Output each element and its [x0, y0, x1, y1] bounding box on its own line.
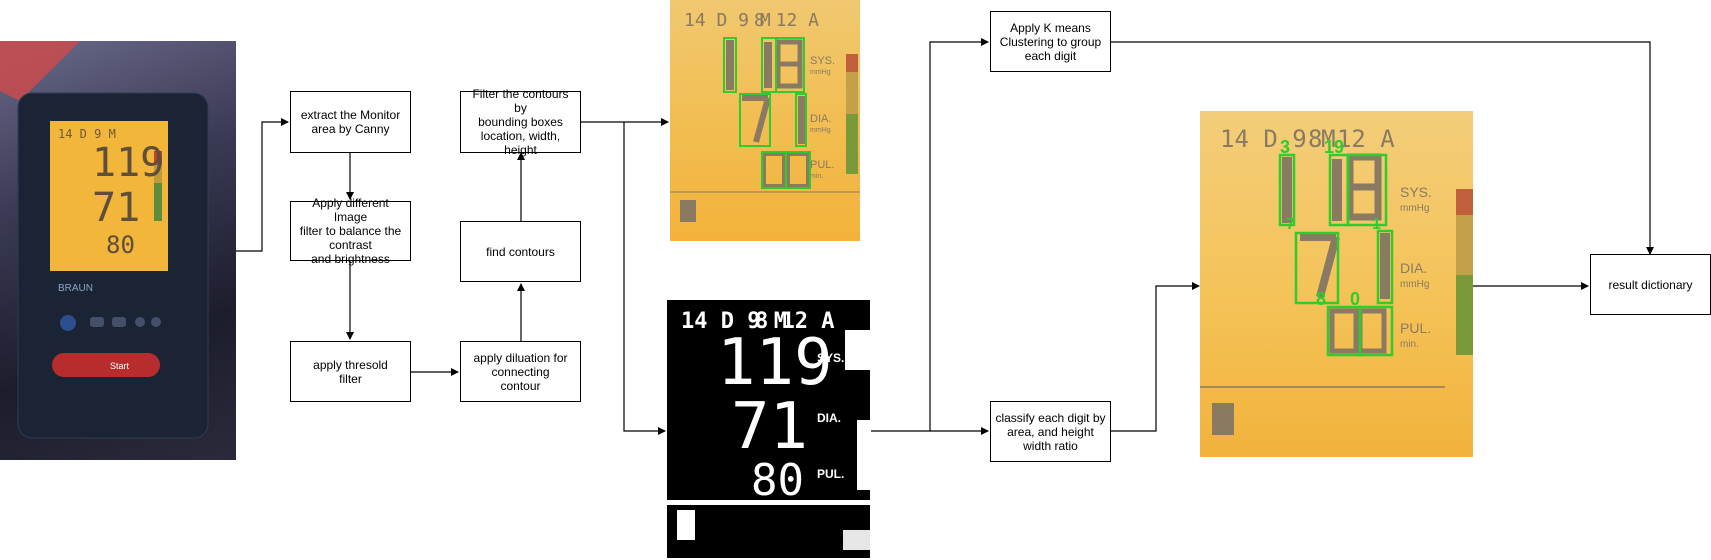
label-8: 8 [1316, 289, 1326, 309]
svg-text:14 D 9 M: 14 D 9 M [684, 10, 771, 31]
step-result-dictionary: result dictionary [1590, 254, 1711, 315]
photo-date: 14 D 9 M [58, 127, 116, 141]
arrow-kmeans-to-result [1111, 41, 1654, 255]
step-filter-contours: Filter the contours by bounding boxes lo… [460, 87, 581, 157]
svg-text:PUL.: PUL. [1400, 320, 1431, 336]
crop-display-with-boxes: 14 D 9 M 8 12 A SYS. mmHg DIA. mmHg PUL.… [670, 0, 860, 241]
step-dilation: apply diluation for connecting contour [460, 341, 581, 402]
photo-pul: 80 [106, 231, 135, 259]
binary-threshold-image: 14 D 9 M 8 12 A 119 71 80 SYS. DIA. PUL. [667, 300, 870, 558]
svg-text:SYS.: SYS. [1400, 184, 1432, 200]
arrow-classify-to-overlay [1111, 282, 1200, 432]
svg-text:PUL.: PUL. [810, 159, 834, 171]
svg-text:8 12 A: 8 12 A [1308, 125, 1395, 153]
label-19: 19 [1324, 137, 1344, 157]
svg-text:119: 119 [717, 326, 833, 400]
svg-text:mmHg: mmHg [1400, 203, 1429, 214]
step-image-filter: Apply different Image filter to balance … [290, 196, 411, 266]
svg-text:mmHg: mmHg [810, 69, 831, 76]
arrow-photo-to-extract [236, 118, 289, 252]
annotated-result-display: 14 D 9 M 8 12 A SYS. mmHg DIA. mmHg PUL.… [1200, 111, 1473, 457]
arrow-binary-to-kmeans [871, 38, 989, 432]
svg-text:mmHg: mmHg [810, 127, 831, 134]
svg-text:14 D 9 M: 14 D 9 M [681, 309, 787, 334]
photo-start: Start [110, 361, 130, 371]
svg-text:PUL.: PUL. [817, 467, 844, 481]
label-1: 1 [1372, 216, 1381, 233]
svg-text:8 12 A: 8 12 A [754, 10, 819, 31]
svg-text:DIA.: DIA. [1400, 260, 1427, 276]
svg-text:SYS.: SYS. [810, 55, 835, 67]
step-find-contours: find contours [460, 221, 581, 282]
svg-text:8 12 A: 8 12 A [755, 309, 834, 334]
step-threshold-filter: apply thresold filter [290, 341, 411, 402]
svg-text:71: 71 [731, 390, 808, 464]
svg-text:DIA.: DIA. [817, 411, 841, 425]
photo-blood-pressure-monitor: 14 D 9 M 119 71 80 BRAUN Start [0, 41, 236, 460]
svg-text:mmHg: mmHg [1400, 279, 1429, 290]
photo-brand: BRAUN [58, 283, 93, 294]
svg-text:14 D 9 M: 14 D 9 M [1220, 125, 1336, 153]
step-extract-monitor: extract the Monitor area by Canny [290, 91, 411, 153]
photo-dia: 71 [92, 185, 140, 231]
svg-text:min.: min. [810, 173, 823, 180]
arrow-to-binary-crop [623, 122, 666, 435]
svg-text:80: 80 [751, 455, 804, 506]
step-kmeans: Apply K means Clustering to group each d… [990, 11, 1111, 72]
label-3: 3 [1280, 137, 1290, 157]
label-7: 7 [1286, 216, 1295, 233]
svg-text:SYS.: SYS. [817, 351, 844, 365]
step-classify-digits: classify each digit by area, and height … [990, 401, 1111, 462]
photo-sys: 119 [92, 140, 164, 186]
label-0: 0 [1350, 289, 1360, 309]
svg-text:min.: min. [1400, 339, 1419, 350]
svg-text:DIA.: DIA. [810, 113, 831, 125]
